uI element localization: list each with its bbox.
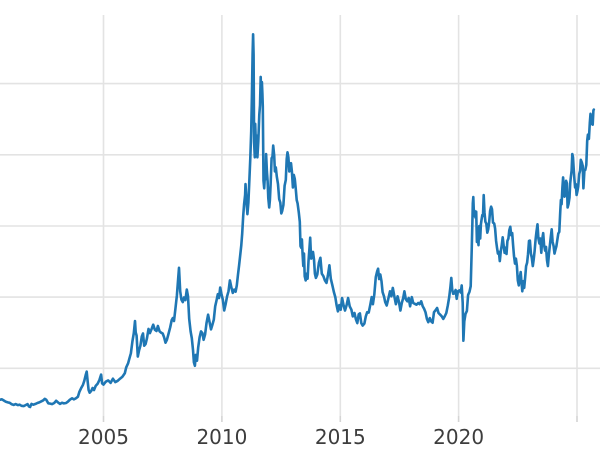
x-tick-label: 2020 — [433, 425, 484, 449]
price-line — [0, 33, 596, 409]
x-axis-labels: 2005 2010 2015 2020 — [78, 425, 484, 449]
vertical-gridlines — [102, 15, 578, 416]
x-tick-label: 2015 — [315, 425, 366, 449]
x-tick-label: 2005 — [78, 425, 129, 449]
x-axis-ticks — [102, 416, 578, 422]
x-tick-label: 2010 — [196, 425, 247, 449]
data-series — [0, 33, 596, 409]
